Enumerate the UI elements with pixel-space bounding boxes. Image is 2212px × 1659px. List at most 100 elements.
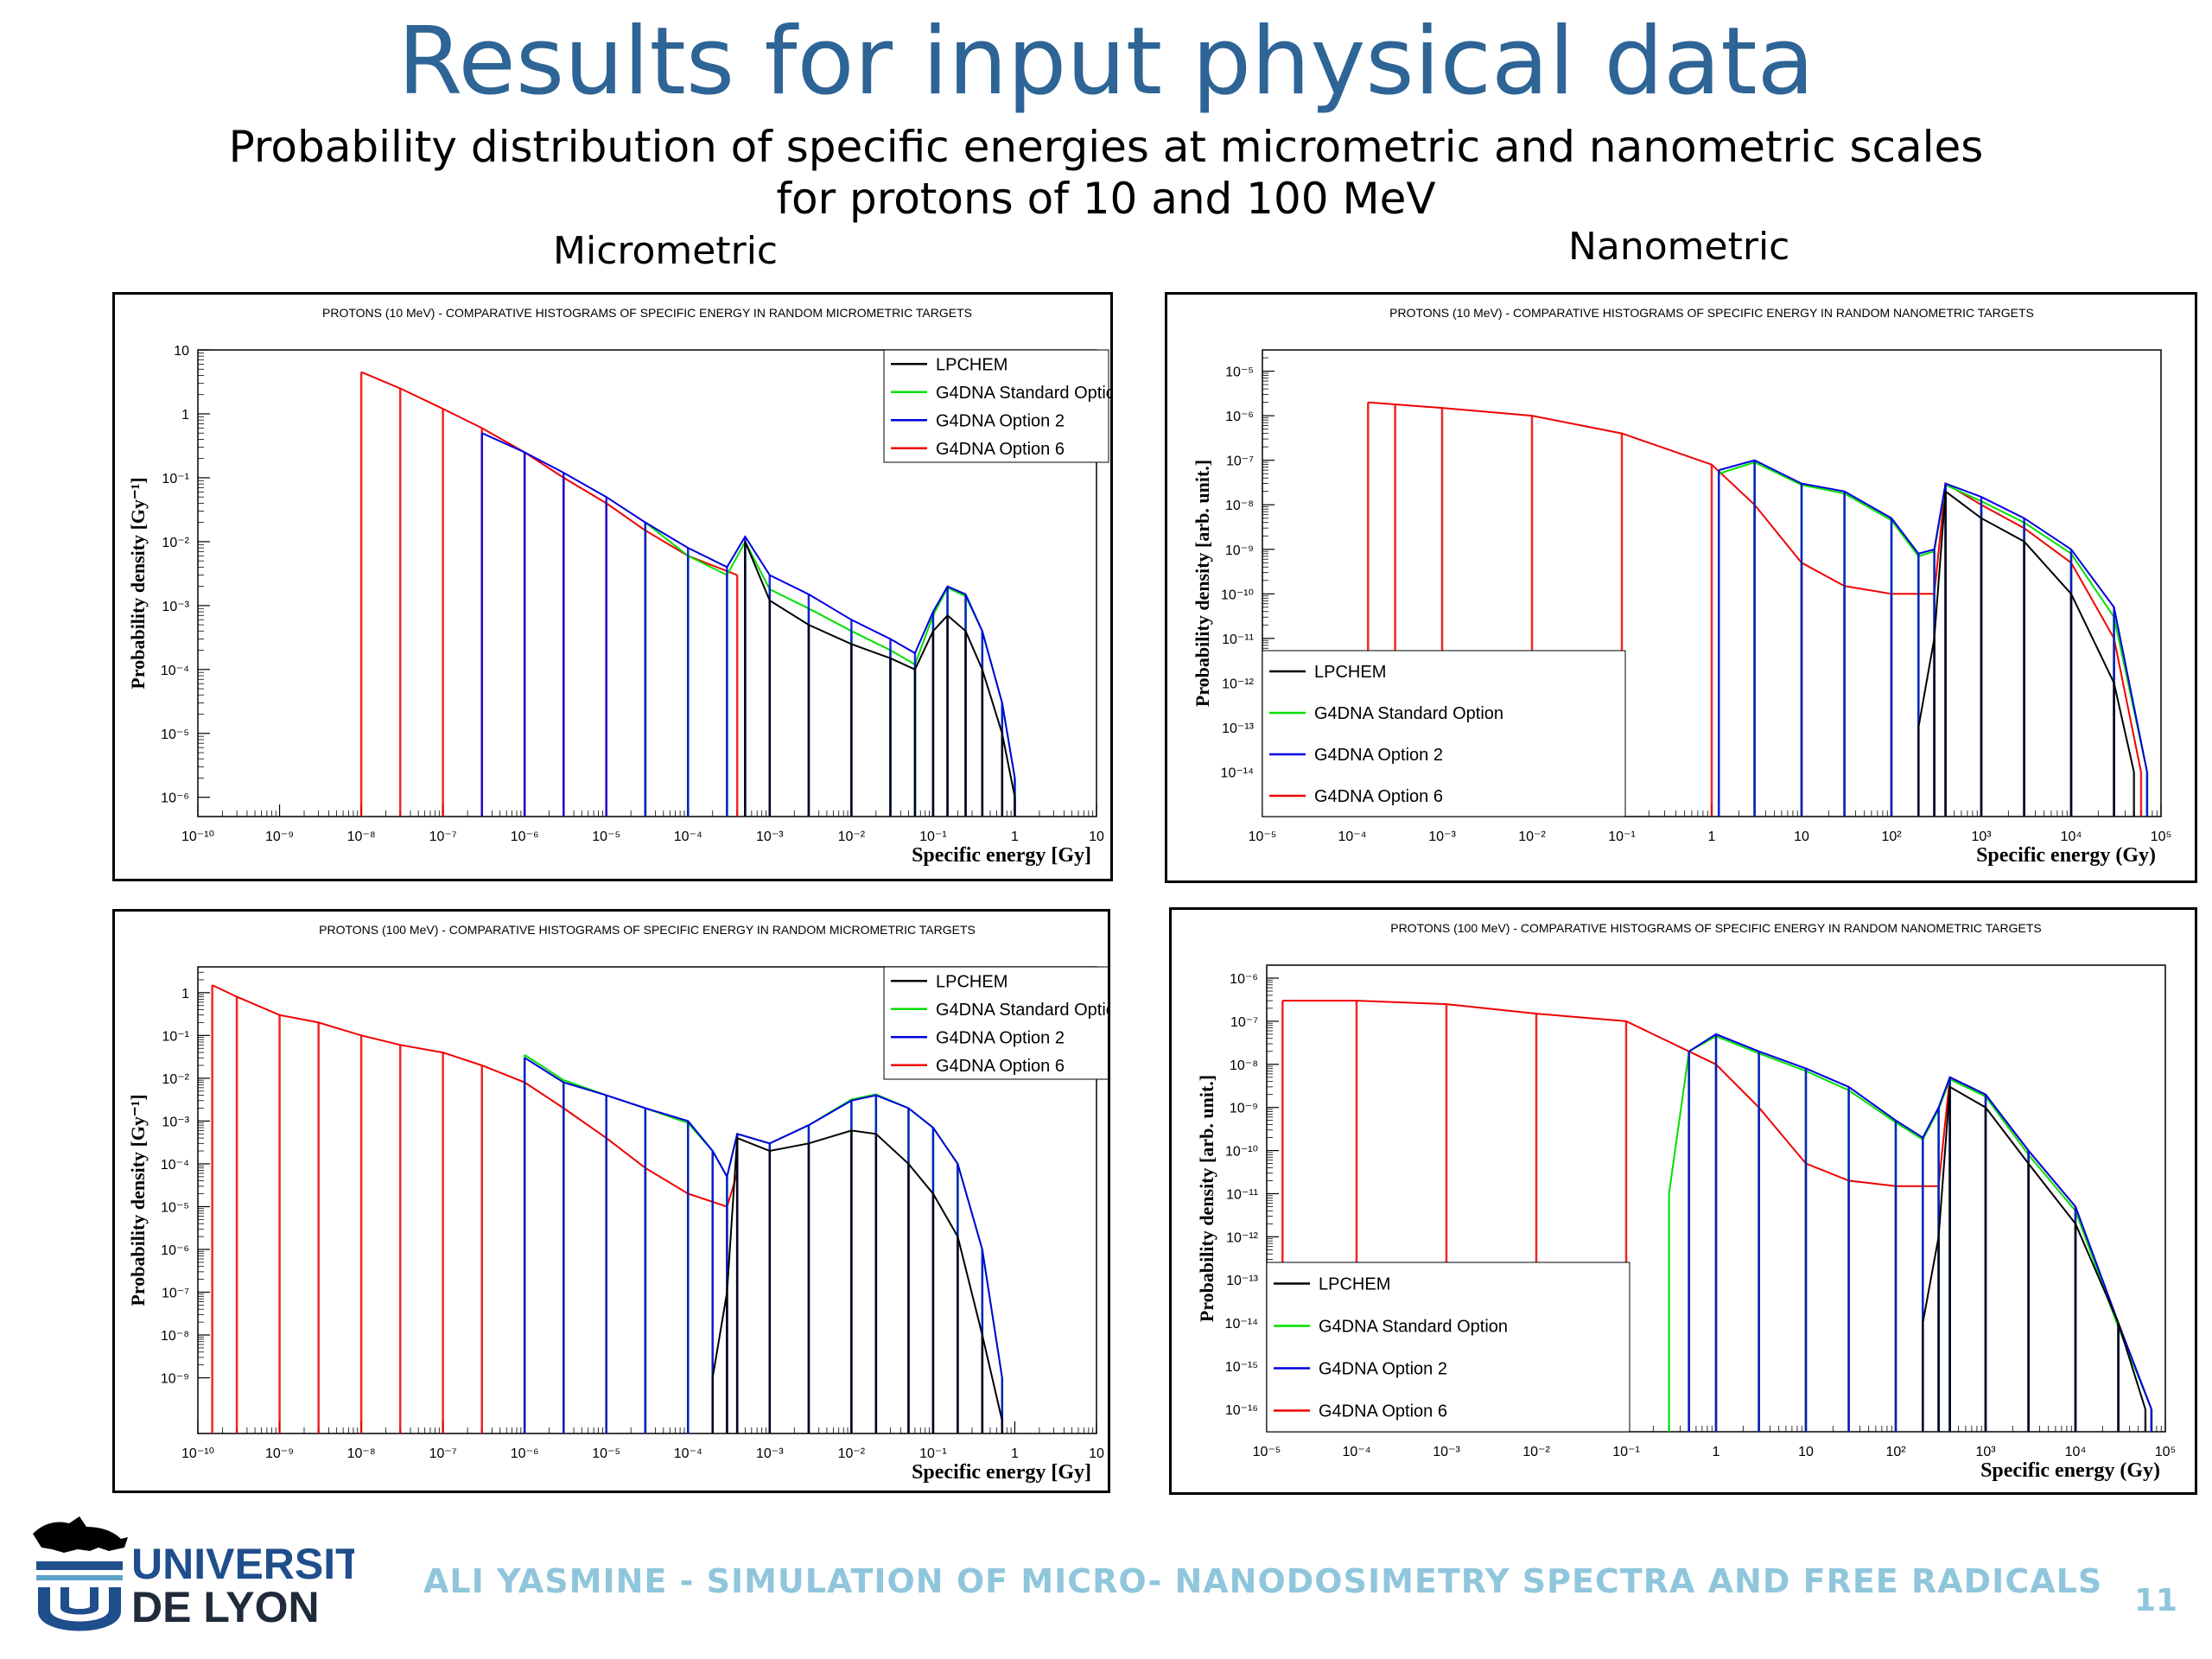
y-tick-label: 1 [181,987,189,1001]
slide-subtitle-line2: for protons of 10 and 100 MeV [776,174,1436,224]
x-tick-label: 1 [1011,830,1019,844]
x-tick-label: 10⁻² [1522,1445,1550,1459]
y-axis-label: Probability density [Gy⁻¹] [127,477,149,689]
legend-entry: G4DNA Option 2 [1319,1360,1447,1379]
series-line-lpchem [1917,489,2135,772]
x-tick-label: 10⁻⁴ [1342,1445,1370,1459]
x-tick-label: 10⁻³ [756,830,784,844]
y-tick-label: 10⁻⁵ [1225,365,1254,380]
x-tick-label: 10² [1881,830,1902,844]
y-tick-label: 10⁻¹³ [1222,721,1255,736]
chart-title: PROTONS (10 MeV) - COMPARATIVE HISTOGRAM… [1389,306,2034,320]
y-tick-label: 10⁻⁷ [1226,454,1254,469]
legend-entry: LPCHEM [936,355,1007,374]
lion-emblem-icon: UNIVERSITÉ DE LYON [33,1516,391,1631]
x-tick-label: 10⁻⁵ [1253,1445,1281,1459]
x-tick-label: 10⁻² [1518,830,1546,844]
logo-text-de-lyon: DE LYON [131,1583,320,1631]
y-tick-label: 10⁻¹² [1222,677,1255,691]
plot-frame [197,349,1097,817]
x-axis-label: Specific energy (Gy) [1980,1459,2160,1482]
y-tick-label: 10⁻¹⁵ [1225,1360,1258,1375]
x-tick-label: 10³ [1975,1445,1996,1459]
y-tick-label: 10⁻¹¹ [1226,1187,1258,1202]
chart-panel-nano-10mev: PROTONS (10 MeV) - COMPARATIVE HISTOGRAM… [1165,292,2197,883]
y-tick-label: 10⁻¹⁰ [1221,588,1254,602]
y-axis-label: Probability density [arb. unit.] [1192,460,1213,707]
slide-subtitle-line1: Probability distribution of specific ene… [228,122,1984,172]
chart-panel-micro-100mev: PROTONS (100 MeV) - COMPARATIVE HISTOGRA… [112,909,1110,1493]
column-label-nanometric: Nanometric [1568,225,1790,269]
x-tick-label: 10⁻² [838,1446,866,1461]
footer-text: ALI YASMINE - SIMULATION OF MICRO- NANOD… [423,1562,2103,1600]
x-tick-label: 10 [1089,830,1104,844]
legend-entry: G4DNA Standard Option [936,1001,1108,1020]
universite-de-lyon-logo: UNIVERSITÉ DE LYON [26,1508,391,1655]
y-tick-label: 10⁻¹⁶ [1225,1403,1258,1418]
chart-svg-nano-10mev: PROTONS (10 MeV) - COMPARATIVE HISTOGRAM… [1192,306,2171,867]
x-tick-label: 10⁻⁸ [347,1446,376,1461]
plot-frame [197,966,1097,1434]
x-tick-label: 10 [1798,1445,1814,1459]
legend-box [1266,1262,1630,1433]
y-tick-label: 10⁻¹⁴ [1221,766,1255,780]
legend-entry: G4DNA Option 6 [936,1057,1065,1076]
x-tick-label: 10⁻¹ [1608,830,1636,844]
y-tick-label: 10⁻⁶ [161,791,189,806]
x-tick-label: 10⁻⁷ [429,1446,457,1461]
chart-svg-micro-100mev: PROTONS (100 MeV) - COMPARATIVE HISTOGRA… [127,923,1108,1484]
x-tick-label: 10⁻⁴ [674,830,702,844]
y-axis-label: Probability density [Gy⁻¹] [127,1094,149,1306]
x-tick-label: 10⁻⁴ [674,1446,702,1461]
y-tick-label: 10⁻⁹ [161,1372,189,1387]
x-tick-label: 10⁻¹ [1612,1445,1640,1459]
y-tick-label: 10⁻⁶ [161,1243,189,1258]
y-tick-label: 10⁻⁴ [161,664,189,678]
y-tick-label: 10⁻⁵ [161,1200,189,1215]
legend-box [883,349,1109,463]
x-tick-label: 10⁻⁹ [265,830,294,844]
series-line-g4dna-option-2 [481,432,1016,779]
x-tick-label: 10² [1885,1445,1906,1459]
series-line-g4dna-option-2 [1688,1033,2152,1410]
y-tick-label: 10 [174,344,189,359]
logo-text-universite: UNIVERSITÉ [131,1540,354,1588]
x-tick-label: 10 [1089,1446,1104,1461]
column-label-micrometric: Micrometric [553,229,779,273]
y-tick-label: 10⁻¹ [162,1029,189,1044]
legend-entry: LPCHEM [1319,1275,1390,1294]
x-tick-label: 10⁻¹⁰ [181,1446,214,1461]
x-axis-label: Specific energy (Gy) [1976,844,2156,867]
legend-entry: G4DNA Option 2 [936,1028,1065,1047]
series-line-lpchem [711,1129,1003,1421]
x-tick-label: 10⁻⁵ [592,1446,620,1461]
series-line-g4dna-standard-option [524,1054,1003,1378]
y-tick-label: 10⁻⁷ [1230,1015,1258,1030]
chart-svg-micro-10mev: PROTONS (10 MeV) - COMPARATIVE HISTOGRAM… [127,306,1110,867]
page-number: 11 [2134,1583,2178,1618]
legend-entry: G4DNA Option 6 [1314,787,1443,806]
x-tick-label: 1 [1011,1446,1019,1461]
y-tick-label: 10⁻⁸ [161,1329,189,1344]
legend-entry: G4DNA Option 6 [936,440,1065,459]
y-tick-label: 10⁻⁵ [161,728,189,742]
x-tick-label: 10⁻³ [1428,830,1456,844]
x-tick-label: 10⁻¹ [919,830,947,844]
x-axis-label: Specific energy [Gy] [912,844,1091,867]
chart-panel-micro-10mev: PROTONS (10 MeV) - COMPARATIVE HISTOGRAM… [112,292,1113,881]
y-tick-label: 10⁻⁷ [162,1287,189,1301]
x-tick-label: 10⁵ [2155,1445,2176,1459]
y-tick-label: 10⁻³ [162,1115,189,1129]
series-line-lpchem [744,541,1016,798]
x-tick-label: 10³ [1971,830,1992,844]
x-tick-label: 10⁻³ [1433,1445,1460,1459]
x-tick-label: 10⁴ [2061,830,2082,844]
x-tick-label: 10⁻⁸ [347,830,376,844]
chart-panel-nano-100mev: PROTONS (100 MeV) - COMPARATIVE HISTOGRA… [1169,907,2197,1495]
slide-title: Results for input physical data [397,8,1815,116]
x-tick-label: 10⁻⁶ [511,1446,539,1461]
x-tick-label: 1 [1708,830,1716,844]
legend-entry: LPCHEM [1314,663,1386,682]
chart-title: PROTONS (100 MeV) - COMPARATIVE HISTOGRA… [1390,921,2042,935]
y-tick-label: 10⁻¹³ [1226,1274,1259,1288]
